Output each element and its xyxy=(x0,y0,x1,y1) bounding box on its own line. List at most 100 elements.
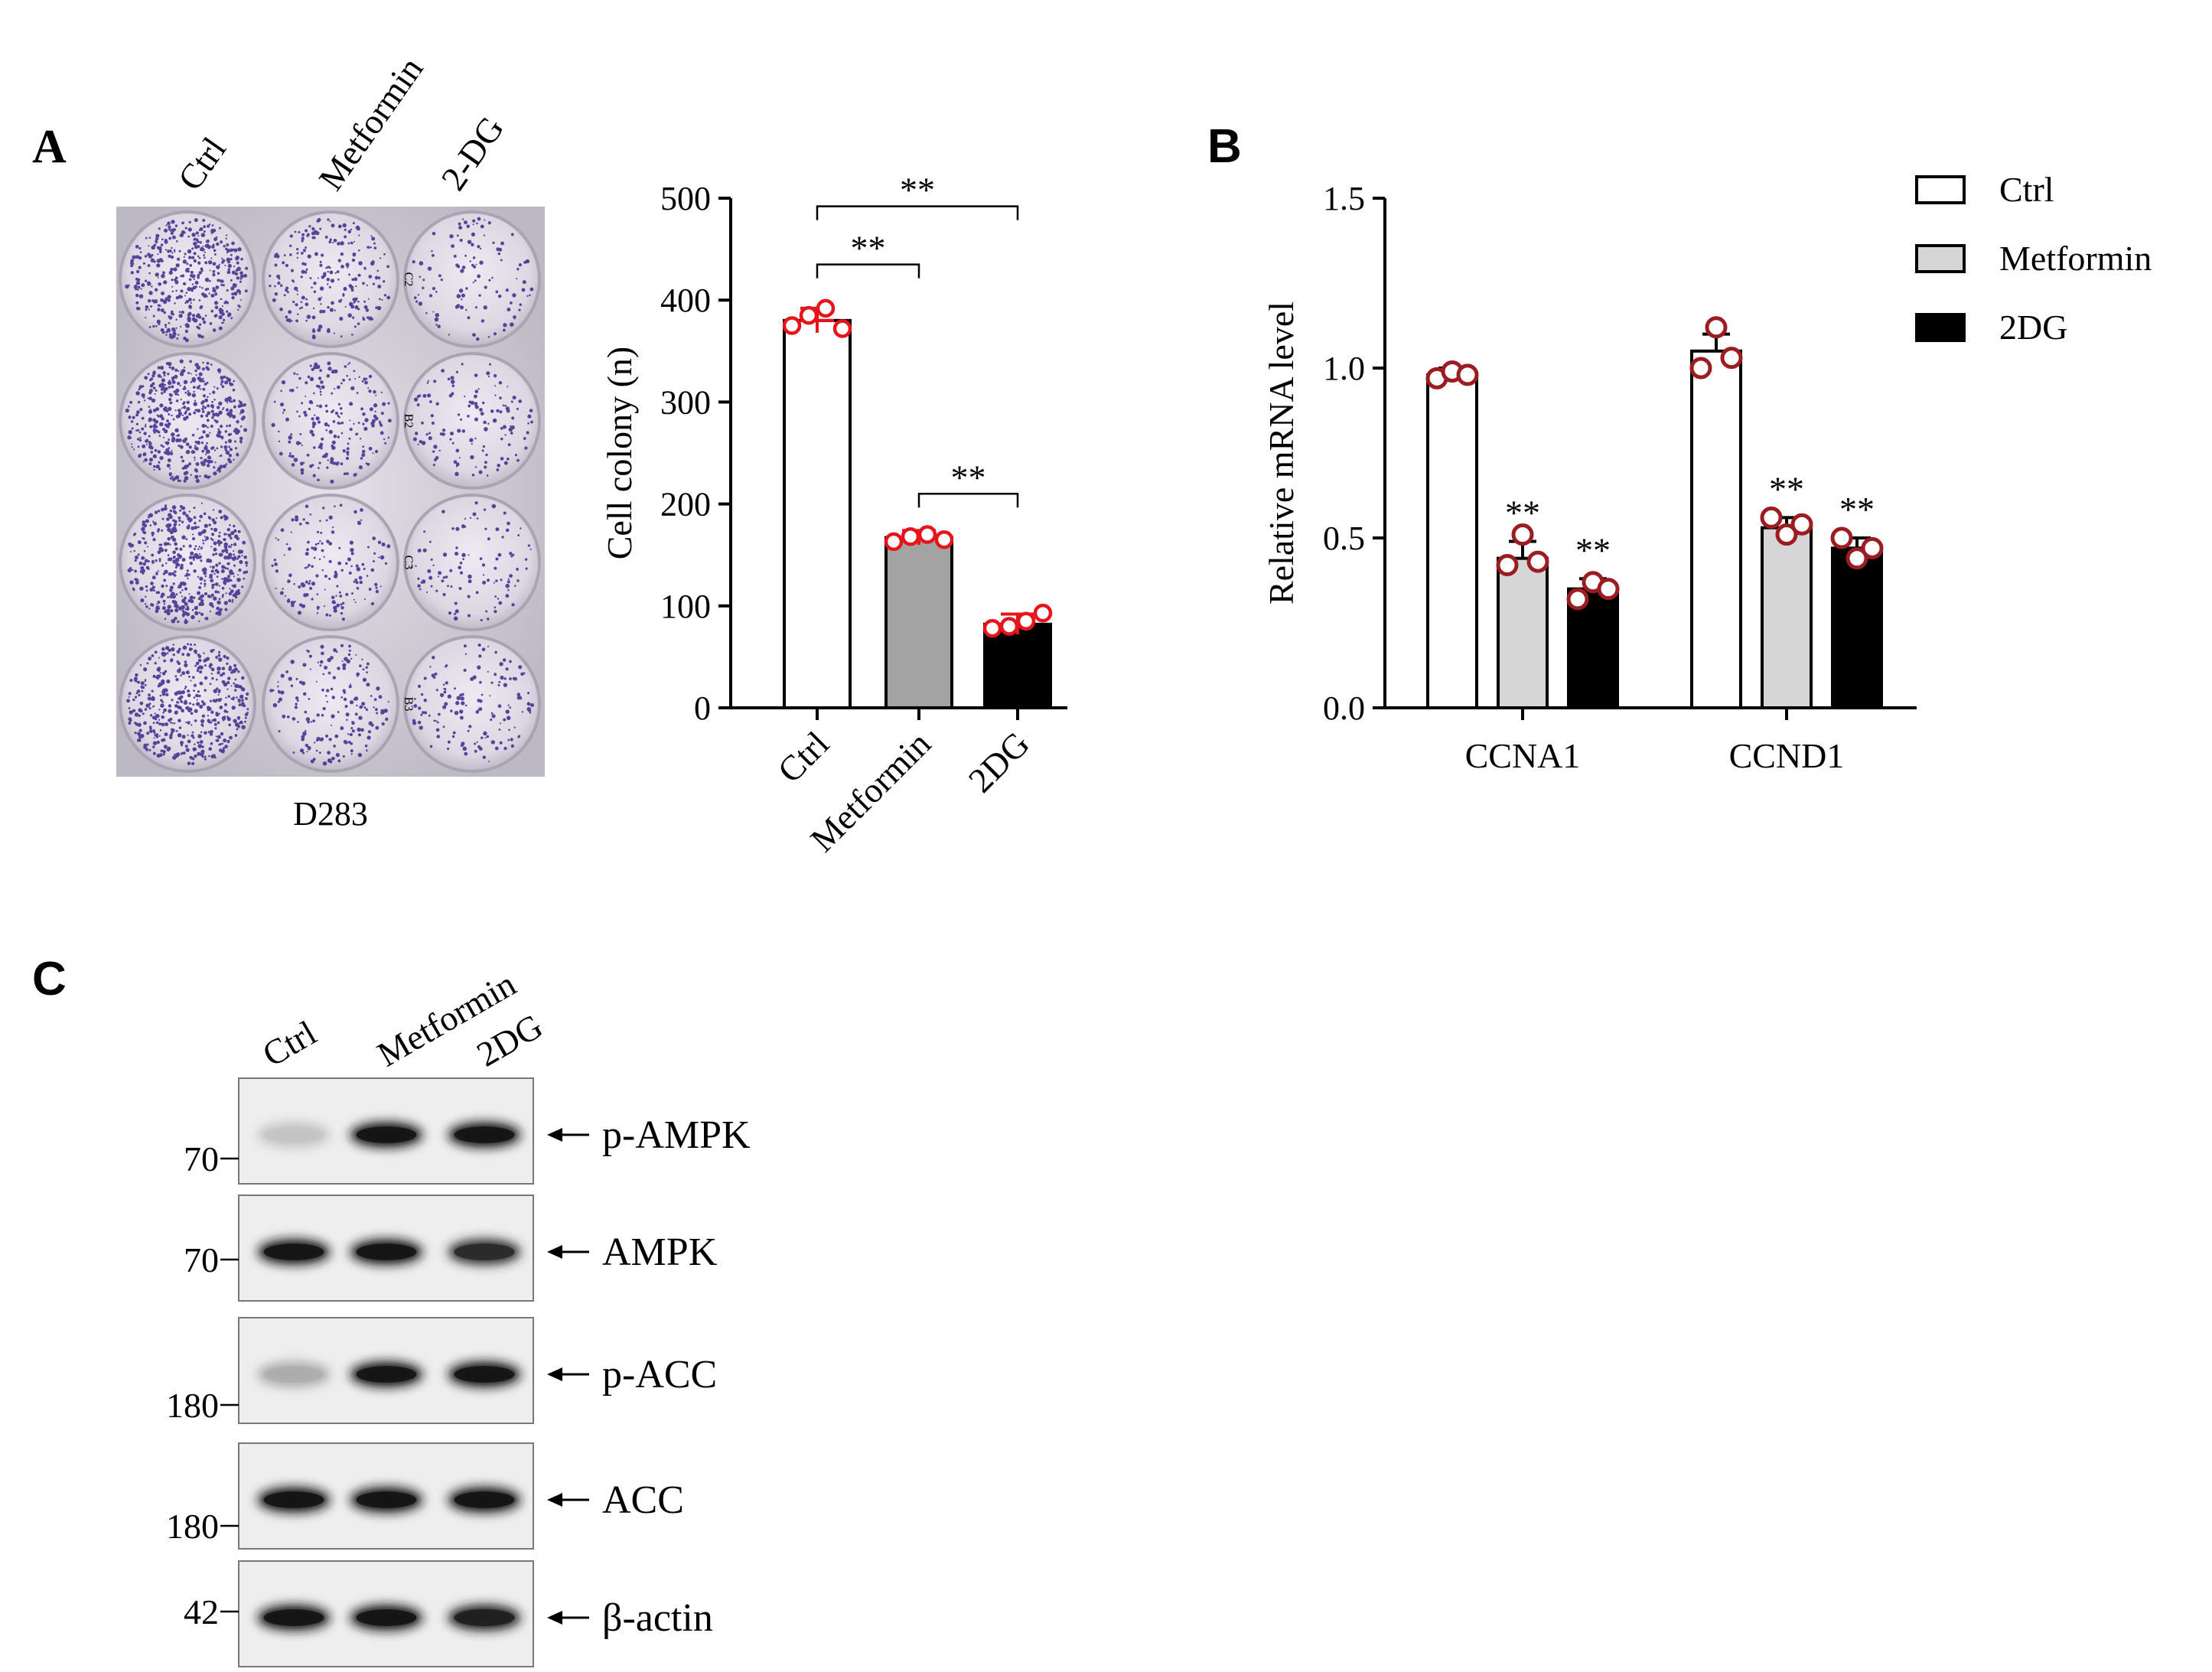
arrow-icon xyxy=(547,1611,562,1625)
protein-band-core xyxy=(356,1126,417,1143)
y-tick-label: 200 xyxy=(660,486,711,523)
bar-ctrl xyxy=(1426,373,1478,709)
culture-dish xyxy=(119,352,256,490)
data-point xyxy=(1775,523,1798,546)
plate-column-label: Metformin xyxy=(311,50,430,197)
y-tick-label: 1.0 xyxy=(1323,350,1365,387)
bar-2dg xyxy=(1831,546,1883,709)
significance-label: ** xyxy=(851,229,886,268)
plate-dishes xyxy=(119,210,541,773)
bar-ctrl xyxy=(1690,349,1742,709)
protein-band-core xyxy=(263,1609,324,1626)
significance-bracket xyxy=(816,205,1019,220)
bar-metformin xyxy=(1497,556,1549,710)
x-tick-label: 2DG xyxy=(961,724,1037,800)
protein-band-core xyxy=(454,1491,515,1508)
blot-label: p-ACC xyxy=(602,1353,717,1397)
significance-label: ** xyxy=(1575,530,1611,569)
significance-label: ** xyxy=(1769,469,1804,508)
lane-label: Ctrl xyxy=(256,1013,323,1074)
arrow-icon xyxy=(547,1128,562,1142)
colony-dots xyxy=(126,643,249,765)
y-axis-label: Relative mRNA level xyxy=(1262,301,1301,605)
mrna-bar-chart: 0.0 0.5 1.0 1.5 Relative mRNA level CCNA1 ** **… xyxy=(1262,170,2152,775)
culture-dish xyxy=(262,210,399,348)
protein-band-core xyxy=(263,1366,324,1383)
colony-dots xyxy=(125,218,249,343)
data-point xyxy=(917,525,937,544)
blot-acc xyxy=(220,1442,589,1550)
dish-well xyxy=(406,497,538,628)
protein-band-core xyxy=(454,1243,515,1260)
data-point xyxy=(982,618,1002,638)
arrow-icon xyxy=(547,1493,562,1507)
blot--actin xyxy=(220,1560,589,1667)
blot-p-acc xyxy=(220,1317,589,1424)
well-mark: C3 xyxy=(402,556,415,570)
protein-band-core xyxy=(356,1366,417,1383)
plate-caption: D283 xyxy=(293,795,368,833)
y-tick-label: 0 xyxy=(694,689,711,727)
data-point xyxy=(1511,523,1534,546)
blot-p-ampk xyxy=(220,1077,589,1185)
blot-label: β-actin xyxy=(602,1596,713,1640)
colony-dots xyxy=(269,217,391,340)
well-mark: B3 xyxy=(402,697,415,712)
y-tick-label: 0.0 xyxy=(1323,689,1365,727)
x-tick-label: Ctrl xyxy=(770,724,836,790)
data-point xyxy=(832,319,852,338)
data-point xyxy=(1830,526,1853,549)
significance-label: ** xyxy=(1839,490,1875,529)
data-point xyxy=(1790,513,1813,536)
marker-label: 42 xyxy=(184,1592,219,1631)
plate-column-label: Ctrl xyxy=(170,130,233,197)
arrow-icon xyxy=(547,1245,562,1259)
panel-letter-c: C xyxy=(32,953,67,1005)
data-point xyxy=(1456,363,1479,386)
colony-dots xyxy=(269,644,389,766)
x-tick-label: CCND1 xyxy=(1729,736,1845,775)
culture-dish xyxy=(262,352,399,490)
bar-ctrl xyxy=(783,318,852,709)
culture-dish xyxy=(403,494,541,631)
blot-label: ACC xyxy=(602,1478,684,1522)
x-tick-label: CCNA1 xyxy=(1465,736,1581,775)
y-tick-label: 0.5 xyxy=(1323,520,1365,557)
significance-label: ** xyxy=(900,171,935,210)
blot-label: p-AMPK xyxy=(602,1113,751,1157)
protein-band-core xyxy=(263,1243,324,1260)
significance-label: ** xyxy=(951,458,986,497)
data-point xyxy=(1760,506,1783,529)
data-point xyxy=(1846,547,1868,570)
data-point xyxy=(816,298,836,318)
data-point xyxy=(1689,357,1712,380)
data-point xyxy=(1526,550,1549,573)
colony-dots xyxy=(125,359,248,484)
marker-label: 180 xyxy=(166,1507,219,1546)
dish-well xyxy=(406,355,538,487)
y-tick-label: 100 xyxy=(660,588,711,625)
bar-metformin xyxy=(1761,526,1813,709)
colony-dots xyxy=(127,502,249,624)
data-point xyxy=(782,316,802,335)
data-point xyxy=(1016,611,1036,631)
data-point xyxy=(999,617,1019,636)
significance-bracket xyxy=(816,263,920,279)
data-point xyxy=(1496,554,1519,577)
bar-metformin xyxy=(884,536,953,710)
y-tick-label: 400 xyxy=(660,282,711,319)
protein-band-core xyxy=(454,1126,515,1143)
dish-well xyxy=(406,638,538,770)
blot-ampk xyxy=(220,1195,589,1302)
culture-dish xyxy=(403,210,541,348)
marker-label: 180 xyxy=(166,1386,219,1425)
dish-well xyxy=(265,638,396,770)
data-point xyxy=(1597,578,1620,601)
culture-dish xyxy=(403,635,541,773)
legend-label: Ctrl xyxy=(1999,170,2054,209)
dish-well xyxy=(265,355,396,487)
protein-band-core xyxy=(454,1609,515,1626)
